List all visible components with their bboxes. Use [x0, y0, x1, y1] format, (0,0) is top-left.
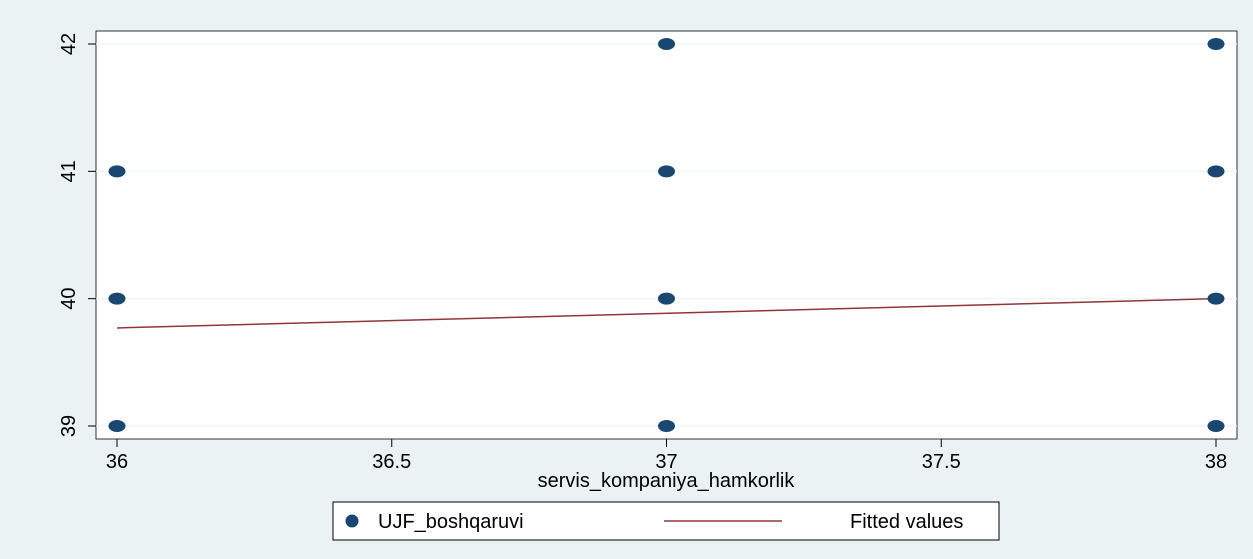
plot-area	[95, 30, 1238, 440]
data-point-7	[1207, 420, 1225, 432]
scatter-points-layer	[108, 38, 1225, 432]
data-point-1	[108, 292, 126, 305]
legend-label-fitted-values: Fitted values	[850, 511, 963, 533]
y-tick-label-0: 39	[58, 415, 80, 437]
x-tick-label-2: 37	[655, 451, 677, 473]
legend-label-ujf-boshqaruvi: UJF_boshqaruvi	[378, 511, 524, 533]
data-point-6	[658, 38, 675, 50]
data-point-9	[1207, 165, 1225, 178]
legend-marker-ujf-boshqaruvi	[345, 514, 359, 528]
data-point-3	[658, 420, 675, 432]
data-point-5	[658, 165, 675, 178]
data-point-2	[108, 165, 126, 178]
x-tick-label-4: 38	[1205, 451, 1227, 473]
x-tick-label-0: 36	[106, 451, 128, 473]
data-point-4	[658, 292, 675, 305]
data-point-10	[1207, 38, 1225, 50]
x-tick-label-1: 36.5	[372, 451, 411, 473]
legend: UJF_boshqaruvi Fitted values	[332, 501, 1000, 541]
fitted-line-layer	[116, 297, 1217, 329]
x-axis-label: servis_kompaniya_hamkorlik	[538, 470, 796, 492]
data-point-0	[108, 420, 126, 432]
y-tick-label-1: 40	[58, 288, 80, 310]
x-tick-label-3: 37.5	[922, 451, 961, 473]
legend-box	[332, 501, 1000, 541]
y-tick-label-3: 42	[58, 33, 80, 55]
axes: 39 40 41 42 36 36.5 37 37.5 38	[58, 33, 1227, 473]
fitted-values-line	[116, 297, 1217, 329]
y-tick-label-2: 41	[58, 160, 80, 182]
data-point-8	[1207, 292, 1225, 305]
